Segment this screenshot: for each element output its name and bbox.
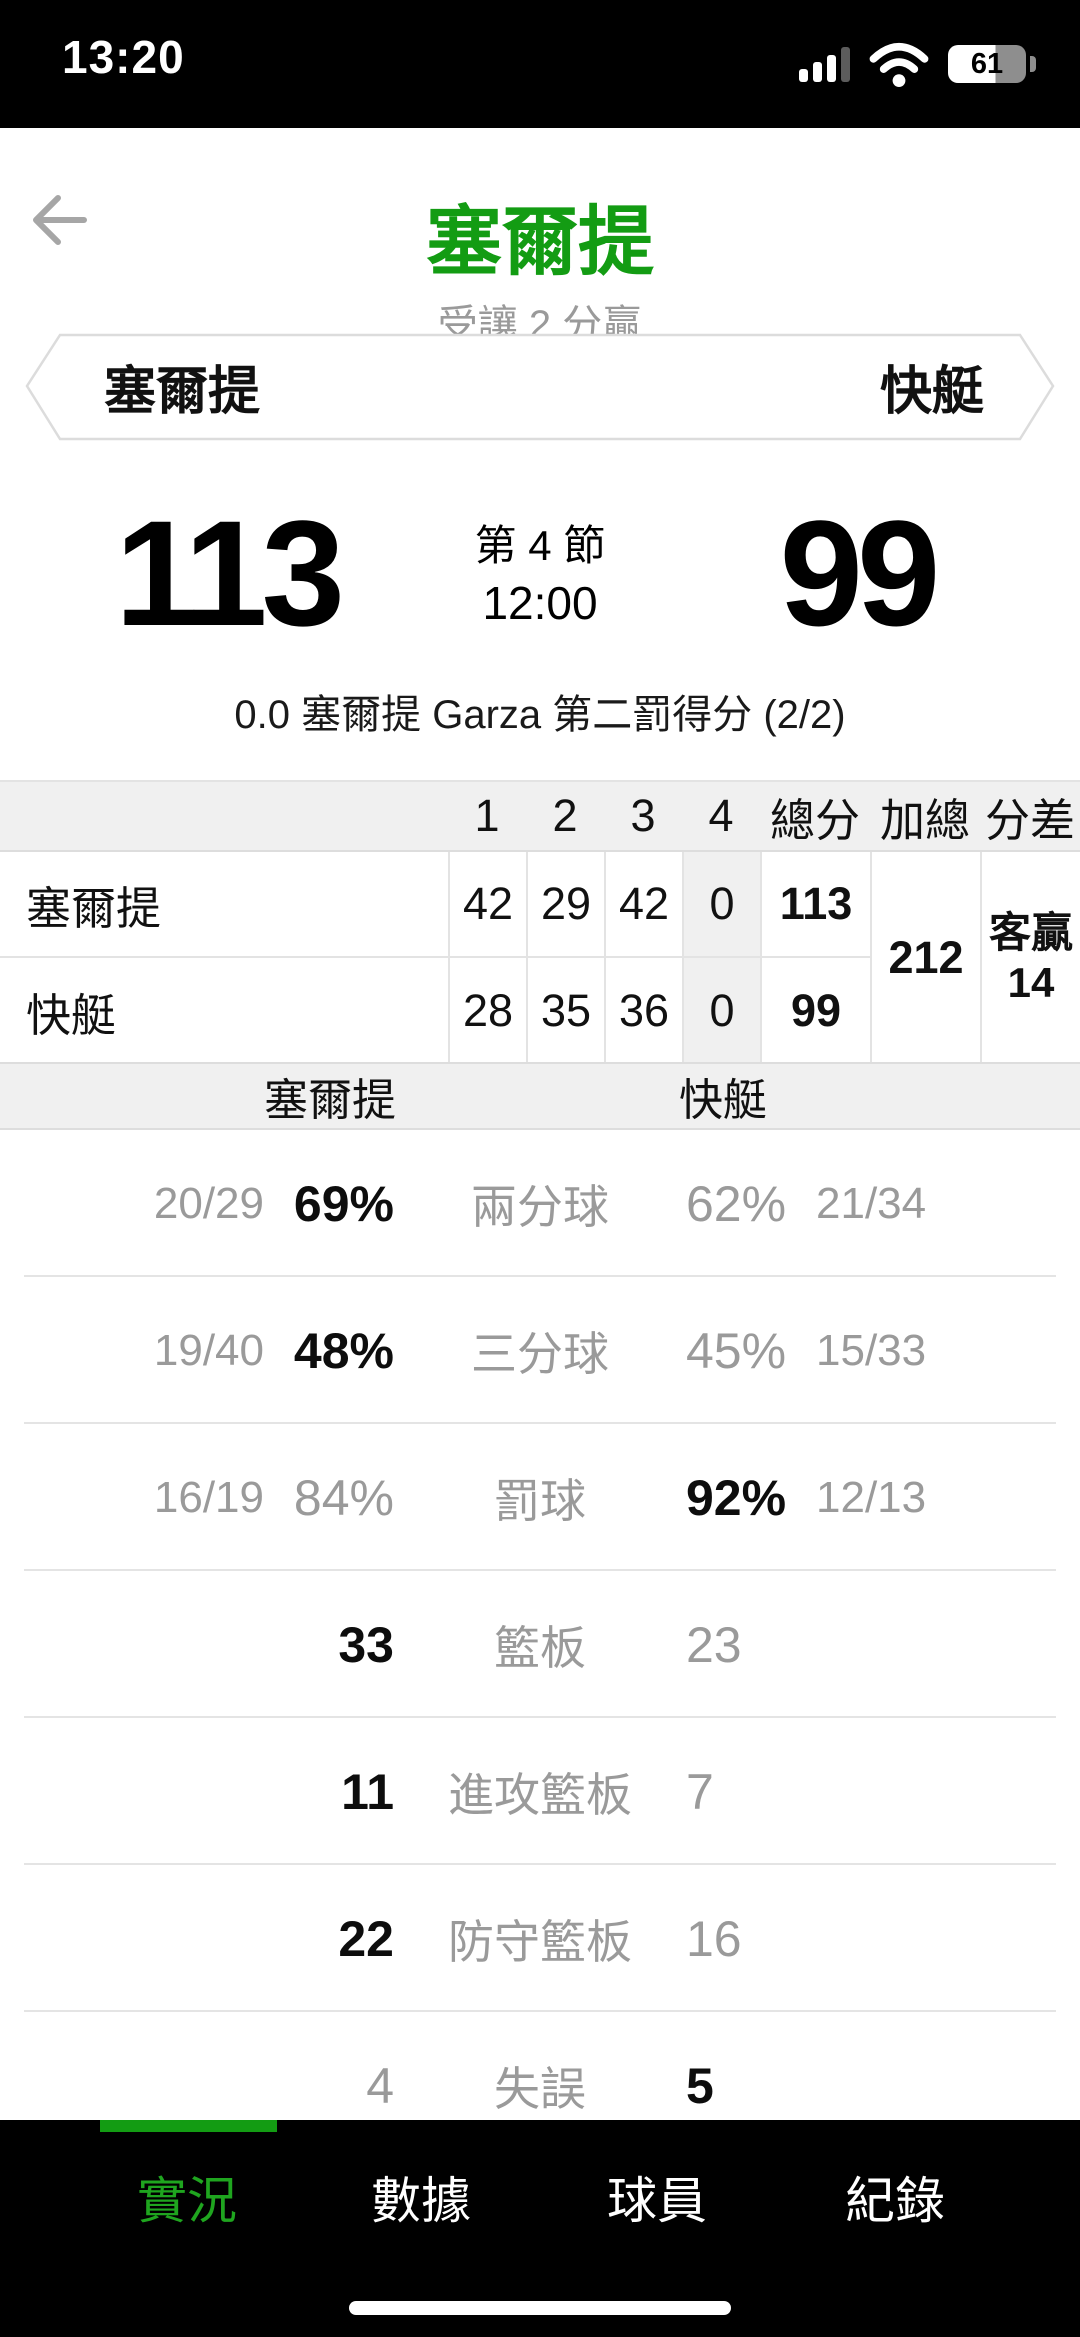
- qtable-header-q2: 2: [526, 782, 604, 852]
- stats-team-header: 塞爾提 快艇: [0, 1062, 1080, 1130]
- stats-left-team: 塞爾提: [264, 1076, 396, 1125]
- stat-left-value: 48%: [293, 1322, 394, 1379]
- back-arrow-icon[interactable]: [28, 188, 92, 252]
- quarter-score-table: 1 2 3 4 總分 加總 分差 塞爾提 42 29 42 0 113 212 …: [0, 780, 1080, 1064]
- stat-right-value: 5: [686, 2057, 714, 2114]
- qtable-header-sum: 加總: [870, 782, 980, 852]
- stat-label: 罰球: [494, 1474, 586, 1527]
- battery-icon: 61: [948, 45, 1026, 83]
- qtable-diff-line1: 客贏: [988, 909, 1073, 957]
- qtable-row1-q1: 42: [448, 852, 526, 958]
- tab-live[interactable]: 實況: [137, 2173, 237, 2229]
- qtable-combined-total: 212: [870, 852, 980, 1064]
- last-play-text: 0.0 塞爾提 Garza 第二罰得分 (2/2): [234, 693, 846, 737]
- stat-left-value: 11: [341, 1763, 394, 1820]
- stat-row-offensive-rebounds: 11 進攻籃板 7: [0, 1718, 1080, 1865]
- qtable-header-q3: 3: [604, 782, 682, 852]
- qtable-row2-q4: 0: [682, 958, 760, 1064]
- tab-players[interactable]: 球員: [607, 2173, 707, 2229]
- qtable-row2-q3: 36: [604, 958, 682, 1064]
- stat-row-defensive-rebounds: 22 防守籃板 16: [0, 1865, 1080, 2012]
- stat-right-value: 45%: [686, 1322, 787, 1379]
- battery-nub: [1030, 56, 1036, 72]
- stat-row-two-pointers: 20/29 69% 兩分球 62% 21/34: [0, 1130, 1080, 1277]
- qtable-row1-total: 113: [760, 852, 870, 958]
- qtable-row2-team: 快艇: [0, 958, 448, 1064]
- tab-stats[interactable]: 數據: [371, 2173, 471, 2229]
- stat-left-value: 69%: [293, 1175, 394, 1232]
- clock-label: 12:00: [482, 577, 598, 629]
- stat-label: 失誤: [494, 2062, 586, 2115]
- stat-left-fraction: 16/19: [153, 1472, 264, 1522]
- status-bar: 13:20 61: [0, 0, 1080, 128]
- qtable-row2-q1: 28: [448, 958, 526, 1064]
- qtable-row1-q3: 42: [604, 852, 682, 958]
- stat-label: 防守籃板: [448, 1915, 632, 1968]
- stat-left-value: 33: [338, 1616, 394, 1673]
- period-label: 第 4 節: [474, 522, 606, 569]
- qtable-score-diff: 客贏 14: [980, 852, 1080, 1064]
- stat-left-value: 4: [366, 2057, 394, 2114]
- qtable-row1-q4: 0: [682, 852, 760, 958]
- bottom-tab-bar: 實況 數據 球員 紀錄: [0, 2120, 1080, 2337]
- stat-left-value: 84%: [293, 1469, 394, 1526]
- wifi-icon: [869, 43, 929, 87]
- stat-row-three-pointers: 19/40 48% 三分球 45% 15/33: [0, 1277, 1080, 1424]
- away-score: 99: [779, 489, 941, 657]
- tab-records[interactable]: 紀錄: [845, 2173, 945, 2229]
- stat-label: 三分球: [471, 1327, 609, 1380]
- qtable-diff-line2: 14: [1007, 959, 1055, 1006]
- stat-row-free-throws: 16/19 84% 罰球 92% 12/13: [0, 1424, 1080, 1571]
- home-team-name[interactable]: 塞爾提: [104, 362, 261, 421]
- status-icons: 61: [799, 36, 1036, 92]
- stat-right-value: 92%: [686, 1469, 787, 1526]
- stat-right-fraction: 12/13: [816, 1472, 927, 1522]
- signal-strength-icon: [799, 46, 850, 82]
- qtable-row1-q2: 29: [526, 852, 604, 958]
- qtable-header-q1: 1: [448, 782, 526, 852]
- active-tab-indicator: [100, 2120, 277, 2132]
- qtable-header-blank: [0, 782, 448, 852]
- stat-row-turnovers: 4 失誤 5: [0, 2012, 1080, 2159]
- battery-percent: 61: [970, 47, 1004, 80]
- stat-left-fraction: 20/29: [153, 1178, 264, 1228]
- stat-right-value: 7: [686, 1763, 714, 1820]
- stat-right-value: 23: [686, 1616, 742, 1673]
- qtable-header-total: 總分: [760, 782, 870, 852]
- game-clock-box: 第 4 節 12:00: [390, 518, 690, 632]
- qtable-row2-total: 99: [760, 958, 870, 1064]
- stat-right-fraction: 15/33: [816, 1325, 927, 1375]
- stat-label: 籃板: [494, 1621, 586, 1674]
- stat-left-value: 22: [338, 1910, 394, 1967]
- page-title: 塞爾提: [426, 200, 654, 285]
- stat-label: 兩分球: [471, 1180, 609, 1233]
- stats-right-team: 快艇: [679, 1076, 767, 1125]
- away-team-name[interactable]: 快艇: [879, 362, 984, 421]
- home-score: 113: [115, 489, 345, 657]
- stat-right-fraction: 21/34: [816, 1178, 927, 1228]
- stat-row-rebounds: 33 籃板 23: [0, 1571, 1080, 1718]
- qtable-row1-team: 塞爾提: [0, 852, 448, 958]
- stat-left-fraction: 19/40: [153, 1325, 264, 1375]
- stat-right-value: 62%: [686, 1175, 787, 1232]
- stat-label: 進攻籃板: [448, 1768, 632, 1821]
- stat-right-value: 16: [686, 1910, 742, 1967]
- status-time: 13:20: [62, 31, 185, 83]
- qtable-header-diff: 分差: [980, 782, 1080, 852]
- home-indicator[interactable]: [349, 2301, 731, 2315]
- stats-list: 20/29 69% 兩分球 62% 21/34 19/40 48% 三分球 45…: [0, 1130, 1080, 2159]
- banner-outline: [25, 333, 1055, 441]
- qtable-header-q4: 4: [682, 782, 760, 852]
- team-selector[interactable]: 塞爾提 快艇: [0, 332, 1080, 442]
- qtable-row2-q2: 35: [526, 958, 604, 1064]
